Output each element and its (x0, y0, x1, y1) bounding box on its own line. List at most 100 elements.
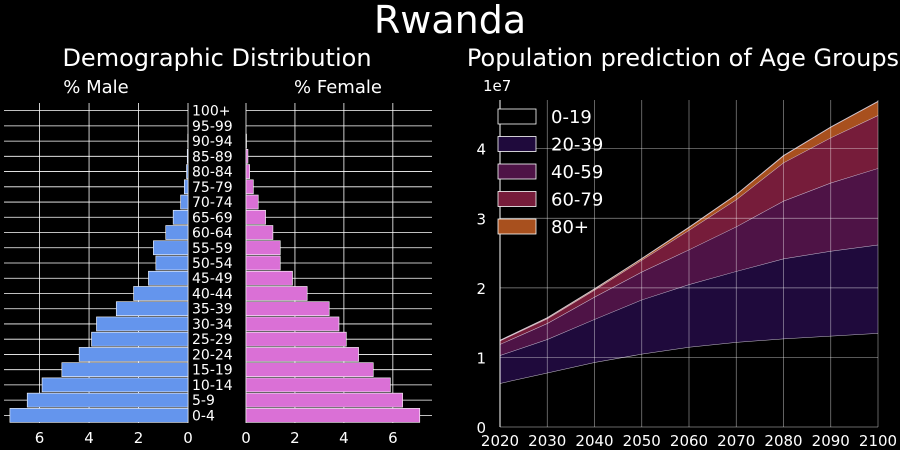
female-bar-30-34 (245, 316, 340, 332)
legend-swatch-40-59 (497, 163, 537, 180)
female-tick-label: 2 (290, 429, 300, 447)
pyramid-title: Demographic Distribution (62, 44, 371, 72)
age-label: 55-59 (192, 241, 233, 257)
area-x-tick-label: 2030 (528, 432, 566, 450)
legend-swatch-60-79 (497, 191, 537, 207)
age-label: 20-24 (192, 347, 233, 363)
legend-swatch-20-39 (497, 136, 537, 152)
male-axis-title: % Male (63, 77, 128, 98)
area-x-tick-label: 2080 (764, 432, 802, 450)
male-bar-30-34 (96, 316, 189, 332)
female-bar-60-64 (245, 225, 274, 240)
female-bar-70-74 (245, 194, 259, 210)
area-y-tick-label: 1 (476, 349, 486, 367)
female-tick-label: 6 (388, 429, 398, 447)
male-bar-15-19 (61, 362, 189, 377)
male-bar-35-39 (115, 301, 189, 317)
area-x-tick-label: 2040 (575, 432, 613, 450)
area-y-tick-label: 3 (476, 210, 486, 228)
area-x-tick-label: 2050 (623, 432, 661, 450)
age-label: 50-54 (192, 256, 233, 272)
legend-label: 60-79 (551, 190, 603, 211)
female-bar-35-39 (245, 301, 330, 317)
female-tick-label: 4 (339, 429, 349, 447)
female-bar-80-84 (245, 164, 250, 179)
figure-title: Rwanda (374, 0, 526, 42)
male-tick-label: 2 (134, 429, 144, 447)
female-bar-55-59 (245, 240, 281, 256)
male-bar-55-59 (153, 240, 189, 256)
male-bar-50-54 (155, 255, 189, 271)
female-bar-45-49 (245, 270, 293, 286)
male-bar-45-49 (148, 270, 189, 286)
age-label: 30-34 (192, 317, 233, 333)
area-x-tick-label: 2070 (717, 432, 755, 450)
area-title: Population prediction of Age Groups (467, 44, 899, 72)
y-offset-label: 1e7 (483, 77, 511, 95)
male-bar-25-29 (91, 331, 189, 347)
male-bar-65-69 (172, 209, 189, 225)
female-bar-20-24 (245, 347, 359, 362)
male-bar-10-14 (41, 377, 189, 393)
female-bar-40-44 (245, 286, 308, 301)
age-label: 60-64 (192, 226, 233, 242)
male-tick-label: 4 (84, 429, 94, 447)
male-bar-70-74 (180, 194, 189, 210)
male-tick-label: 6 (35, 429, 45, 447)
age-label: 5-9 (192, 393, 215, 409)
female-axis-title: % Female (294, 77, 382, 98)
female-bar-10-14 (245, 377, 391, 393)
male-bar-0-4 (9, 408, 189, 423)
area-y-tick-label: 2 (476, 280, 486, 298)
male-bar-60-64 (165, 225, 189, 240)
age-label: 40-44 (192, 286, 233, 302)
male-bar-80-84 (186, 164, 189, 179)
male-x-ticks: 6 4 2 0 (35, 429, 193, 447)
legend-label: 80+ (551, 217, 589, 238)
female-bar-85-89 (245, 149, 249, 164)
area-x-tick-label: 2020 (481, 432, 519, 450)
male-bars (9, 133, 189, 423)
male-tick-label: 0 (183, 429, 193, 447)
age-label: 75-79 (192, 180, 233, 196)
male-bar-20-24 (78, 347, 189, 362)
age-label: 15-19 (192, 363, 233, 379)
female-bar-5-9 (245, 392, 403, 408)
age-group-labels: 0-45-910-1415-1920-2425-2930-3435-3940-4… (192, 104, 233, 425)
female-bars (245, 133, 421, 423)
legend-label: 20-39 (551, 135, 603, 156)
female-bar-50-54 (245, 255, 281, 271)
age-label: 10-14 (192, 378, 233, 394)
area-y-tick-label: 4 (476, 141, 486, 159)
legend-swatch-0-19 (497, 108, 537, 125)
age-label: 95-99 (192, 119, 233, 135)
female-bar-15-19 (245, 362, 374, 377)
area-chart: Population prediction of Age Groups 1e7 … (467, 44, 899, 450)
legend-label: 40-59 (551, 162, 603, 183)
age-label: 45-49 (192, 271, 233, 287)
area-y-tick-label: 0 (476, 419, 486, 437)
area-legend: 0-19 20-39 40-59 60-79 80+ (497, 107, 603, 238)
age-label: 100+ (192, 104, 230, 120)
area-x-tick-label: 2060 (670, 432, 708, 450)
male-bar-40-44 (133, 286, 189, 301)
age-label: 85-89 (192, 149, 233, 165)
legend-swatch-80+ (497, 218, 537, 235)
female-bar-0-4 (245, 408, 421, 423)
male-bar-5-9 (26, 392, 189, 408)
female-x-ticks: 0 2 4 6 (241, 429, 397, 447)
age-label: 90-94 (192, 134, 233, 150)
age-label: 25-29 (192, 332, 233, 348)
age-label: 65-69 (192, 210, 233, 226)
male-bar-85-89 (186, 149, 189, 164)
age-label: 80-84 (192, 165, 233, 181)
female-bar-65-69 (245, 209, 266, 225)
male-bar-75-79 (183, 179, 189, 195)
area-x-tick-label: 2100 (859, 432, 897, 450)
age-label: 0-4 (192, 408, 215, 424)
pyramid-chart: Demographic Distribution % Male % Female… (4, 44, 432, 447)
age-label: 35-39 (192, 302, 233, 318)
area-x-tick-label: 2090 (812, 432, 850, 450)
female-bar-75-79 (245, 179, 254, 195)
